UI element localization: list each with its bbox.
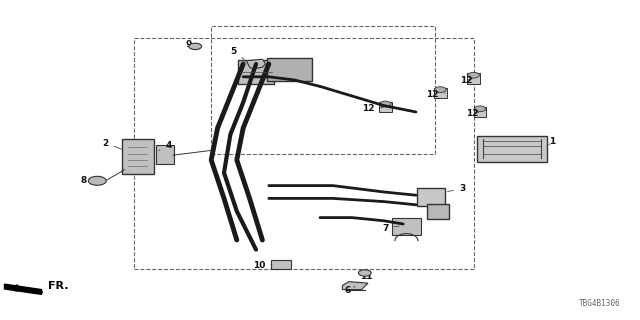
FancyBboxPatch shape <box>477 136 547 162</box>
Polygon shape <box>342 282 368 290</box>
Polygon shape <box>246 59 266 69</box>
FancyBboxPatch shape <box>122 139 154 174</box>
Text: 12: 12 <box>362 104 383 113</box>
Text: 12: 12 <box>426 90 445 99</box>
Circle shape <box>380 101 391 107</box>
Text: 10: 10 <box>253 261 272 270</box>
Text: 11: 11 <box>360 272 372 281</box>
Text: FR.: FR. <box>48 281 68 292</box>
Text: 4: 4 <box>159 141 172 150</box>
Text: 6: 6 <box>344 286 355 295</box>
Circle shape <box>358 270 371 276</box>
Text: 7: 7 <box>382 224 399 233</box>
Text: 12: 12 <box>460 76 472 84</box>
FancyBboxPatch shape <box>467 73 480 84</box>
Bar <box>211 26 435 154</box>
Circle shape <box>189 43 202 50</box>
FancyBboxPatch shape <box>474 107 486 117</box>
Text: 3: 3 <box>447 184 465 193</box>
FancyBboxPatch shape <box>434 88 447 98</box>
FancyBboxPatch shape <box>379 102 392 112</box>
FancyBboxPatch shape <box>427 204 449 219</box>
Text: 2: 2 <box>102 139 122 149</box>
Circle shape <box>468 72 479 78</box>
Polygon shape <box>4 284 42 294</box>
FancyBboxPatch shape <box>156 145 174 164</box>
FancyBboxPatch shape <box>271 260 291 269</box>
FancyBboxPatch shape <box>392 218 421 235</box>
Text: 1: 1 <box>548 137 555 146</box>
FancyBboxPatch shape <box>417 188 445 206</box>
Bar <box>134 38 474 269</box>
Text: 5: 5 <box>230 47 244 59</box>
Circle shape <box>474 106 486 112</box>
Text: TBG4B1306: TBG4B1306 <box>579 299 621 308</box>
Text: 8: 8 <box>80 176 91 185</box>
Circle shape <box>435 87 446 92</box>
Circle shape <box>88 176 106 185</box>
Text: 9: 9 <box>186 40 195 49</box>
FancyBboxPatch shape <box>267 58 312 81</box>
FancyBboxPatch shape <box>238 60 274 84</box>
Text: 12: 12 <box>466 109 479 118</box>
